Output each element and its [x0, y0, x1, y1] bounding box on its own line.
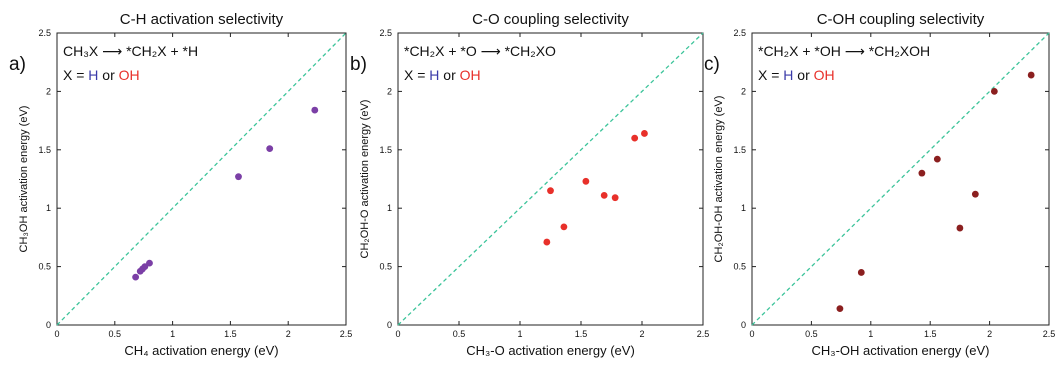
- y-tick-label: 0: [46, 320, 51, 330]
- y-tick-label: 2.5: [379, 28, 392, 38]
- x-tick-label: 0.5: [109, 329, 122, 339]
- chart-panel-2: 0 0.5 1 1.5 2 2.5 0 0.5 1 1.5 2 2.5 C-O coupling sel…: [350, 11, 709, 358]
- x-def-prefix: X =: [758, 67, 783, 83]
- x-tick-label: 1.5: [224, 329, 237, 339]
- y-tick-label: 0.5: [379, 262, 392, 272]
- data-point: [1027, 71, 1035, 79]
- x-tick-label: 2.5: [1043, 329, 1056, 339]
- plot-frame: [397, 32, 704, 326]
- data-point: [933, 155, 941, 163]
- chart-title: C-OH coupling selectivity: [817, 11, 985, 28]
- x-def-prefix: X =: [63, 67, 88, 83]
- x-tick-label: 2: [286, 329, 291, 339]
- reaction-equation: *CH₂X + *O ⟶ *CH₂XO: [404, 43, 556, 59]
- panel-label: a): [9, 54, 26, 75]
- x-def-or: or: [793, 67, 813, 83]
- x-tick-label: 0.5: [805, 329, 818, 339]
- reaction-equation: CH₃X ⟶ *CH₂X + *H: [63, 43, 198, 59]
- x-def-or: or: [98, 67, 118, 83]
- x-def-h: H: [88, 67, 98, 83]
- x-tick-label: 1: [868, 329, 873, 339]
- y-tick-label: 0: [387, 320, 392, 330]
- x-def-prefix: X =: [404, 67, 429, 83]
- x-tick-label: 0: [54, 329, 59, 339]
- data-point: [956, 224, 964, 232]
- y-tick-label: 1.5: [379, 145, 392, 155]
- x-definition: X = H or OH: [758, 67, 835, 83]
- x-def-oh: OH: [460, 67, 481, 83]
- y-axis-label: CH₂OH-O activation energy (eV): [359, 100, 371, 259]
- data-point: [266, 145, 274, 153]
- chart-panel-1: 0 0.5 1 1.5 2 2.5 0 0.5 1 1.5 2 2.5 C-H activation s…: [9, 11, 352, 358]
- y-tick-label: 1.5: [733, 145, 746, 155]
- y-tick-label: 2.5: [38, 28, 51, 38]
- x-tick-label: 2.5: [697, 329, 710, 339]
- x-tick-label: 2.5: [340, 329, 353, 339]
- y-tick-label: 2: [387, 86, 392, 96]
- data-point: [235, 173, 242, 181]
- data-point: [611, 194, 619, 202]
- x-tick-label: 2: [639, 329, 644, 339]
- x-tick-label: 0.5: [453, 329, 466, 339]
- data-point: [857, 269, 865, 276]
- x-def-or: or: [439, 67, 459, 83]
- y-tick-label: 2.5: [733, 28, 746, 38]
- y-tick-label: 2: [741, 86, 746, 96]
- x-tick-label: 1: [170, 329, 175, 339]
- x-def-oh: OH: [119, 67, 140, 83]
- data-point: [547, 187, 554, 195]
- x-definition: X = H or OH: [404, 67, 481, 83]
- x-axis-label: CH₃-OH activation energy (eV): [812, 343, 990, 358]
- x-definition: X = H or OH: [63, 67, 140, 83]
- data-point: [631, 134, 639, 142]
- y-tick-label: 1: [741, 203, 746, 213]
- y-tick-label: 1: [46, 203, 51, 213]
- x-tick-label: 1.5: [924, 329, 937, 339]
- y-tick-label: 0.5: [733, 262, 746, 272]
- y-tick-label: 2: [46, 86, 51, 96]
- y-tick-label: 0.5: [38, 262, 51, 272]
- data-point: [836, 305, 844, 313]
- reaction-equation: *CH₂X + *OH ⟶ *CH₂XOH: [758, 43, 930, 59]
- y-axis-label: CH₂OH-OH activation energy (eV): [713, 96, 725, 263]
- data-point: [600, 191, 608, 199]
- x-axis-label: CH₄ activation energy (eV): [124, 343, 278, 358]
- data-point: [990, 88, 998, 95]
- data-point: [641, 130, 648, 137]
- plot-frame: [56, 32, 347, 326]
- y-tick-label: 1.5: [38, 145, 51, 155]
- data-point: [141, 263, 149, 270]
- plot-frame: [751, 32, 1050, 326]
- chart-title: C-H activation selectivity: [120, 11, 284, 28]
- x-tick-label: 2: [987, 329, 992, 339]
- data-point: [582, 177, 590, 185]
- diagonal-line: [397, 32, 704, 326]
- x-tick-label: 0: [395, 329, 400, 339]
- panel-label: c): [704, 54, 720, 75]
- chart-title: C-O coupling selectivity: [472, 11, 629, 28]
- data-point: [560, 223, 568, 231]
- x-tick-label: 1.5: [575, 329, 588, 339]
- panel-label: b): [350, 54, 367, 75]
- data-point: [918, 169, 926, 177]
- x-def-oh: OH: [814, 67, 835, 83]
- x-def-h: H: [783, 67, 793, 83]
- y-axis-label: CH₃OH activation energy (eV): [18, 106, 30, 253]
- x-axis-label: CH₃-O activation energy (eV): [466, 343, 635, 358]
- x-def-h: H: [429, 67, 439, 83]
- data-point: [132, 273, 140, 281]
- data-point: [146, 259, 153, 267]
- chart-panel-3: 0 0.5 1 1.5 2 2.5 0 0.5 1 1.5 2 2.5 C-OH coupling se…: [704, 11, 1055, 358]
- data-point: [311, 106, 319, 114]
- diagonal-line: [56, 32, 347, 326]
- x-tick-label: 0: [749, 329, 754, 339]
- y-tick-label: 1: [387, 203, 392, 213]
- data-point: [971, 190, 979, 198]
- y-tick-label: 0: [741, 320, 746, 330]
- x-tick-label: 1: [517, 329, 522, 339]
- data-point: [543, 238, 551, 246]
